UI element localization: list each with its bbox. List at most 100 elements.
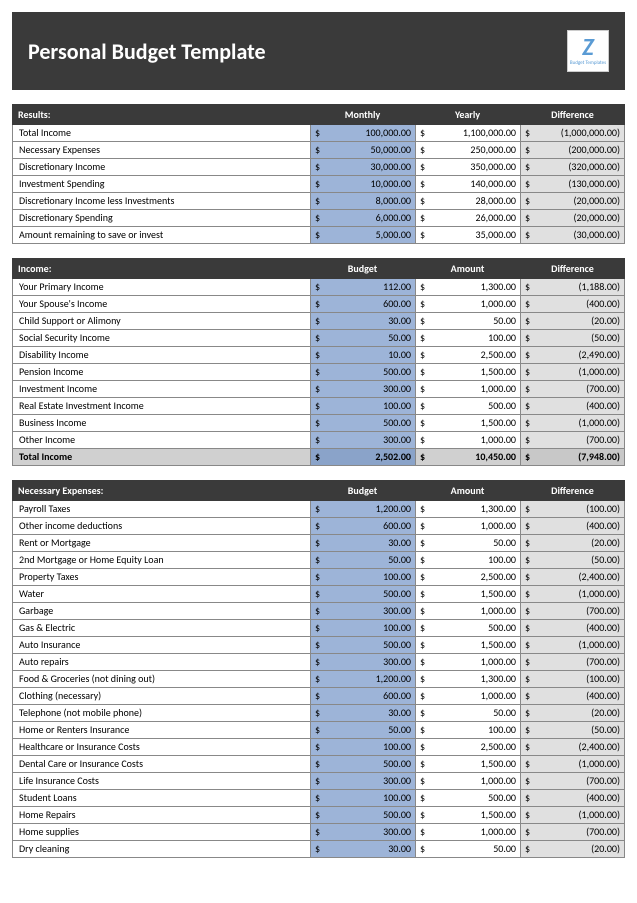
cell[interactable]: $(1,000,000.00): [520, 125, 625, 141]
cell[interactable]: $(20.00): [520, 841, 625, 857]
cell[interactable]: $1,200.00: [310, 671, 415, 687]
cell[interactable]: $1,500.00: [415, 637, 520, 653]
cell[interactable]: $500.00: [415, 620, 520, 636]
cell[interactable]: $1,000.00: [415, 688, 520, 704]
cell[interactable]: $500.00: [415, 398, 520, 414]
cell[interactable]: $1,200.00: [310, 501, 415, 517]
cell[interactable]: $1,000.00: [415, 773, 520, 789]
cell[interactable]: $1,100,000.00: [415, 125, 520, 141]
cell[interactable]: $50.00: [310, 552, 415, 568]
cell[interactable]: $300.00: [310, 773, 415, 789]
cell[interactable]: $8,000.00: [310, 193, 415, 209]
cell[interactable]: $1,500.00: [415, 586, 520, 602]
cell[interactable]: $(1,000.00): [520, 807, 625, 823]
cell[interactable]: $(50.00): [520, 552, 625, 568]
cell[interactable]: $(700.00): [520, 603, 625, 619]
cell[interactable]: $1,000.00: [415, 603, 520, 619]
cell[interactable]: $50.00: [310, 330, 415, 346]
cell[interactable]: $2,500.00: [415, 347, 520, 363]
cell[interactable]: $(400.00): [520, 296, 625, 312]
cell[interactable]: $50.00: [415, 535, 520, 551]
cell[interactable]: $100.00: [310, 569, 415, 585]
cell[interactable]: $10,450.00: [415, 449, 520, 465]
cell[interactable]: $(320,000.00): [520, 159, 625, 175]
cell[interactable]: $1,000.00: [415, 518, 520, 534]
cell[interactable]: $30.00: [310, 535, 415, 551]
cell[interactable]: $500.00: [310, 415, 415, 431]
cell[interactable]: $(100.00): [520, 501, 625, 517]
cell[interactable]: $10,000.00: [310, 176, 415, 192]
cell[interactable]: $1,000.00: [415, 381, 520, 397]
cell[interactable]: $30.00: [310, 841, 415, 857]
cell[interactable]: $100.00: [415, 722, 520, 738]
cell[interactable]: $(20.00): [520, 313, 625, 329]
cell[interactable]: $600.00: [310, 296, 415, 312]
cell[interactable]: $500.00: [310, 364, 415, 380]
cell[interactable]: $(2,490.00): [520, 347, 625, 363]
cell[interactable]: $1,500.00: [415, 364, 520, 380]
cell[interactable]: $100.00: [415, 552, 520, 568]
cell[interactable]: $100.00: [310, 739, 415, 755]
cell[interactable]: $1,300.00: [415, 501, 520, 517]
cell[interactable]: $1,000.00: [415, 654, 520, 670]
cell[interactable]: $(20,000.00): [520, 193, 625, 209]
cell[interactable]: $30.00: [310, 313, 415, 329]
cell[interactable]: $(20,000.00): [520, 210, 625, 226]
cell[interactable]: $(30,000.00): [520, 227, 625, 243]
cell[interactable]: $100.00: [310, 790, 415, 806]
cell[interactable]: $500.00: [415, 790, 520, 806]
cell[interactable]: $(400.00): [520, 518, 625, 534]
cell[interactable]: $300.00: [310, 654, 415, 670]
cell[interactable]: $(2,400.00): [520, 739, 625, 755]
cell[interactable]: $(20.00): [520, 705, 625, 721]
cell[interactable]: $1,000.00: [415, 824, 520, 840]
cell[interactable]: $100.00: [310, 398, 415, 414]
cell[interactable]: $28,000.00: [415, 193, 520, 209]
cell[interactable]: $(700.00): [520, 381, 625, 397]
cell[interactable]: $350,000.00: [415, 159, 520, 175]
cell[interactable]: $(400.00): [520, 398, 625, 414]
cell[interactable]: $(1,000.00): [520, 364, 625, 380]
cell[interactable]: $26,000.00: [415, 210, 520, 226]
cell[interactable]: $50.00: [310, 722, 415, 738]
cell[interactable]: $(1,000.00): [520, 415, 625, 431]
cell[interactable]: $500.00: [310, 586, 415, 602]
cell[interactable]: $1,500.00: [415, 756, 520, 772]
cell[interactable]: $(7,948.00): [520, 449, 625, 465]
cell[interactable]: $(1,188.00): [520, 279, 625, 295]
cell[interactable]: $(50.00): [520, 330, 625, 346]
cell[interactable]: $600.00: [310, 688, 415, 704]
cell[interactable]: $300.00: [310, 824, 415, 840]
cell[interactable]: $30.00: [310, 705, 415, 721]
cell[interactable]: $(700.00): [520, 432, 625, 448]
cell[interactable]: $35,000.00: [415, 227, 520, 243]
cell[interactable]: $500.00: [310, 807, 415, 823]
cell[interactable]: $1,000.00: [415, 296, 520, 312]
cell[interactable]: $(400.00): [520, 688, 625, 704]
cell[interactable]: $2,500.00: [415, 569, 520, 585]
cell[interactable]: $250,000.00: [415, 142, 520, 158]
cell[interactable]: $2,500.00: [415, 739, 520, 755]
cell[interactable]: $1,500.00: [415, 415, 520, 431]
cell[interactable]: $(700.00): [520, 824, 625, 840]
cell[interactable]: $300.00: [310, 381, 415, 397]
cell[interactable]: $(700.00): [520, 654, 625, 670]
cell[interactable]: $50.00: [415, 705, 520, 721]
cell[interactable]: $1,500.00: [415, 807, 520, 823]
cell[interactable]: $(400.00): [520, 790, 625, 806]
cell[interactable]: $600.00: [310, 518, 415, 534]
cell[interactable]: $300.00: [310, 432, 415, 448]
cell[interactable]: $(200,000.00): [520, 142, 625, 158]
cell[interactable]: $6,000.00: [310, 210, 415, 226]
cell[interactable]: $(400.00): [520, 620, 625, 636]
cell[interactable]: $1,300.00: [415, 671, 520, 687]
cell[interactable]: $100,000.00: [310, 125, 415, 141]
cell[interactable]: $500.00: [310, 637, 415, 653]
cell[interactable]: $(130,000.00): [520, 176, 625, 192]
cell[interactable]: $(700.00): [520, 773, 625, 789]
cell[interactable]: $50,000.00: [310, 142, 415, 158]
cell[interactable]: $10.00: [310, 347, 415, 363]
cell[interactable]: $300.00: [310, 603, 415, 619]
cell[interactable]: $100.00: [310, 620, 415, 636]
cell[interactable]: $50.00: [415, 841, 520, 857]
